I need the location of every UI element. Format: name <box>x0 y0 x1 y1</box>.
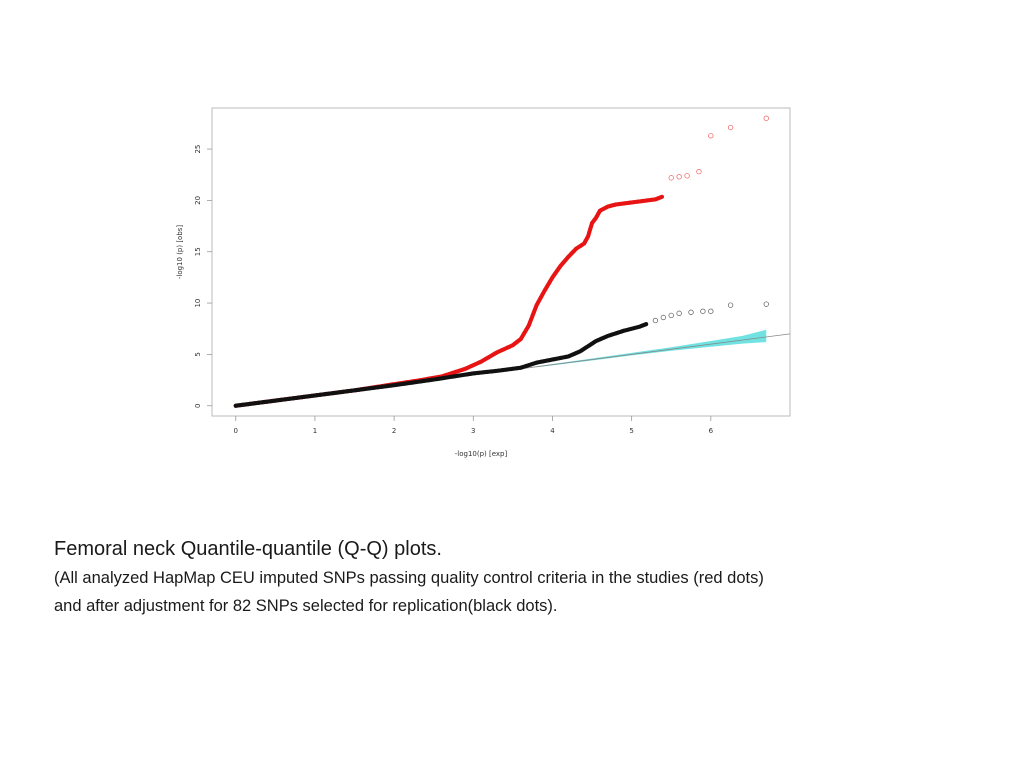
x-tick-label: 0 <box>234 427 238 435</box>
outlier-point <box>652 317 659 324</box>
x-tick-label: 5 <box>629 427 633 435</box>
qq-plot: 0 1 2 3 4 5 6 0 5 10 15 20 25 -log10(p) [exp] -log10 (… <box>160 100 810 470</box>
outlier-point <box>727 124 734 131</box>
plot-frame <box>211 107 791 417</box>
caption-line-1: (All analyzed HapMap CEU imputed SNPs pa… <box>54 569 764 587</box>
y-tick-label: 20 <box>194 196 202 205</box>
outlier-point <box>688 309 694 315</box>
x-tick-label: 2 <box>392 427 396 435</box>
caption-line-2: and after adjustment for 82 SNPs selecte… <box>54 597 558 615</box>
y-tick-label: 0 <box>194 403 202 407</box>
y-tick-label: 15 <box>194 247 202 256</box>
outlier-point <box>668 312 674 319</box>
x-axis-title: -log10(p) [exp] <box>455 450 508 458</box>
outlier-point <box>684 173 690 179</box>
outlier-point <box>676 174 682 180</box>
outlier-point <box>708 308 714 314</box>
series-0 <box>233 115 769 408</box>
data-point <box>644 322 649 327</box>
outlier-point <box>700 308 706 314</box>
x-tick-label: 4 <box>550 427 555 435</box>
outlier-point <box>696 169 702 175</box>
confidence-band <box>536 329 767 368</box>
caption-title: Femoral neck Quantile-quantile (Q-Q) plo… <box>54 538 442 560</box>
outlier-point <box>763 115 769 121</box>
outlier-point <box>708 133 714 139</box>
series-1 <box>233 301 769 408</box>
qq-plot-svg: 0 1 2 3 4 5 6 0 5 10 15 20 25 -log10(p) [exp] -log10 (… <box>176 107 791 458</box>
outlier-point <box>668 175 674 181</box>
outlier-point <box>660 314 666 321</box>
y-tick-label: 5 <box>194 352 202 356</box>
figure-caption: Femoral neck Quantile-quantile (Q-Q) plo… <box>54 534 994 620</box>
outlier-point <box>763 301 769 307</box>
x-tick-label: 3 <box>471 427 475 435</box>
data-point <box>659 194 665 199</box>
outlier-point <box>727 302 734 308</box>
y-axis-title: -log10 (p) [obs] <box>176 225 184 280</box>
outlier-point <box>676 310 682 316</box>
x-tick-label: 1 <box>313 427 317 435</box>
y-tick-label: 10 <box>194 299 202 308</box>
y-tick-label: 25 <box>194 145 202 154</box>
x-tick-label: 6 <box>709 427 714 435</box>
